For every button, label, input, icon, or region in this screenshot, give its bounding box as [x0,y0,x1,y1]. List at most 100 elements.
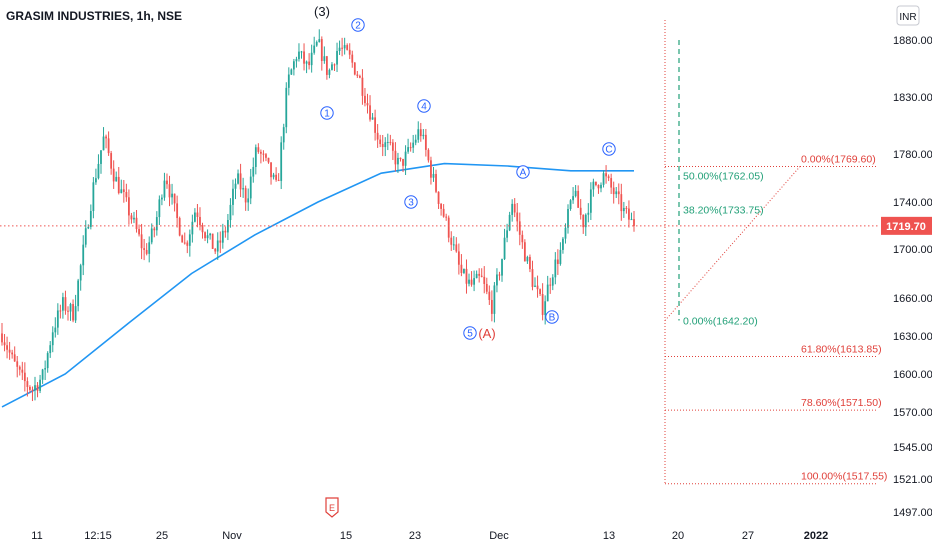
candle-body [549,284,552,286]
candle-body [427,149,430,161]
last-price-badge [881,216,932,235]
candle-body [600,184,602,189]
candle-body [554,259,557,278]
candle-body [625,207,628,209]
x-tick-label: 13 [603,530,615,542]
earnings-event-marker[interactable]: E [325,497,339,518]
candle-body [579,207,582,215]
wave-label-circle [516,165,530,179]
candle-body [374,117,377,133]
candle-body [265,154,267,158]
candle-body [272,174,275,178]
candle-body [447,217,450,238]
candle-body [511,203,514,215]
candle-body [211,233,214,249]
candle-body [308,61,311,66]
candle-body [361,77,364,96]
candle-body [582,214,585,228]
candle-body [539,289,541,295]
wave-label-circle [602,142,616,156]
currency-badge[interactable]: INR [896,5,920,26]
candle-body [488,291,491,300]
candle-body [232,188,234,205]
candle-body [292,61,295,70]
candle-body [74,306,77,321]
candle-body [589,189,592,213]
candle-body [72,304,74,321]
candle-body [285,87,288,128]
candle-body [8,349,11,353]
y-tick-label: 1545.00 [893,442,932,454]
candle-body [287,74,290,88]
candle-body [544,301,547,315]
candle-body [381,144,384,148]
candle-body [244,188,247,203]
candle-body [105,136,107,139]
candle-body [51,332,54,346]
candle-body [419,129,422,137]
fib-level-label: 78.60%(1571.50) [801,397,882,409]
x-tick-label: Nov [222,530,242,542]
candle-body [100,150,102,164]
candle-body [257,147,260,152]
candle-body [64,297,67,311]
chart-title: GRASIM INDUSTRIES, 1h, NSE [6,9,182,23]
candle-body [430,160,432,178]
candle-body [584,214,587,228]
candle-body [320,39,323,61]
candle-body [409,147,412,149]
candle-body [209,233,212,236]
candle-body [457,251,460,265]
candle-body [46,353,49,369]
fib-level-label: 61.80%(1613.85) [801,343,882,355]
candle-body [171,193,173,198]
y-tick-label: 1570.00 [893,407,932,419]
candle-body [473,278,475,285]
candle-body [313,45,316,53]
x-tick-label: 20 [672,530,684,542]
candle-body [440,203,443,209]
candle-body [26,381,29,387]
candle-body [333,64,336,66]
candle-body [325,56,328,75]
x-tick-label: 27 [742,530,754,542]
candle-body [356,74,359,76]
candle-body [196,212,199,217]
y-tick-label: 1700.00 [893,244,932,256]
candle-body [242,188,245,190]
candle-body [41,369,44,380]
candle-body [163,180,166,198]
candle-body [633,219,635,226]
candle-body [546,284,549,302]
candle-body [282,127,285,143]
candle-body [69,304,72,312]
candle-body [577,190,580,208]
candle-body [173,193,176,204]
candle-body [386,141,389,143]
candle-body [338,47,341,51]
candle-body [204,232,206,239]
candle-body [399,157,402,160]
candle-body [112,168,115,182]
candle-body [493,285,496,314]
candle-body [463,268,465,273]
candle-body [508,214,511,231]
wave-label: B [549,313,556,324]
candle-body [450,237,453,245]
candle-body [206,235,209,239]
candle-body [564,227,567,239]
candle-body [369,105,371,120]
candle-body [518,221,521,235]
candle-body [452,244,455,246]
candle-body [234,183,237,189]
candle-body [84,228,87,245]
candle-body [16,361,19,367]
wave-label: 5 [467,329,473,340]
candle-body [478,273,481,276]
y-tick-label: 1780.00 [893,149,932,161]
candle-body [87,226,90,229]
candle-body [259,151,262,154]
candle-body [343,45,346,49]
candle-body [247,198,250,203]
